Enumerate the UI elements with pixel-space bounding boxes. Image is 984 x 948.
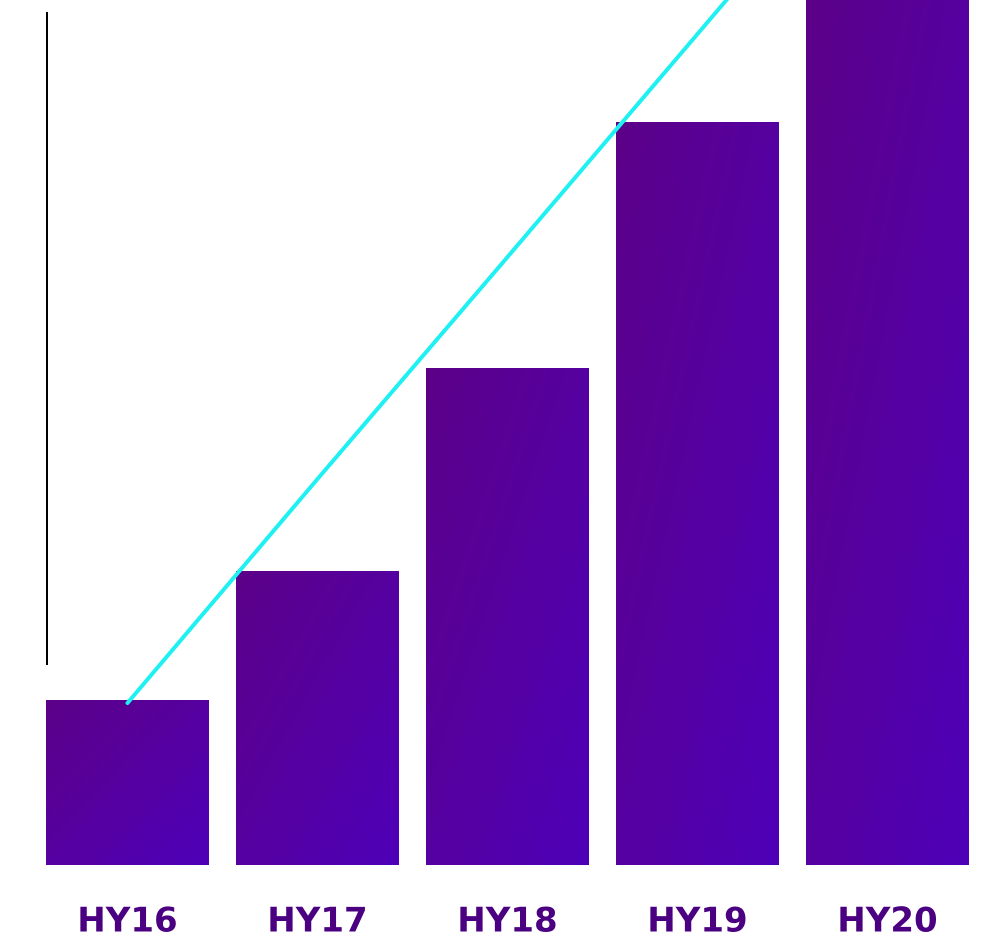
x-tick-label: HY17 [267,901,367,941]
bar [426,368,589,865]
bar [806,0,969,865]
bar [46,700,209,865]
x-tick-label: HY18 [457,901,557,941]
bar [236,571,399,865]
x-tick-label: HY20 [837,901,937,941]
x-tick-label: HY19 [647,901,747,941]
trend-line [125,0,730,705]
x-tick-label: HY16 [77,901,177,941]
bar [616,122,779,865]
